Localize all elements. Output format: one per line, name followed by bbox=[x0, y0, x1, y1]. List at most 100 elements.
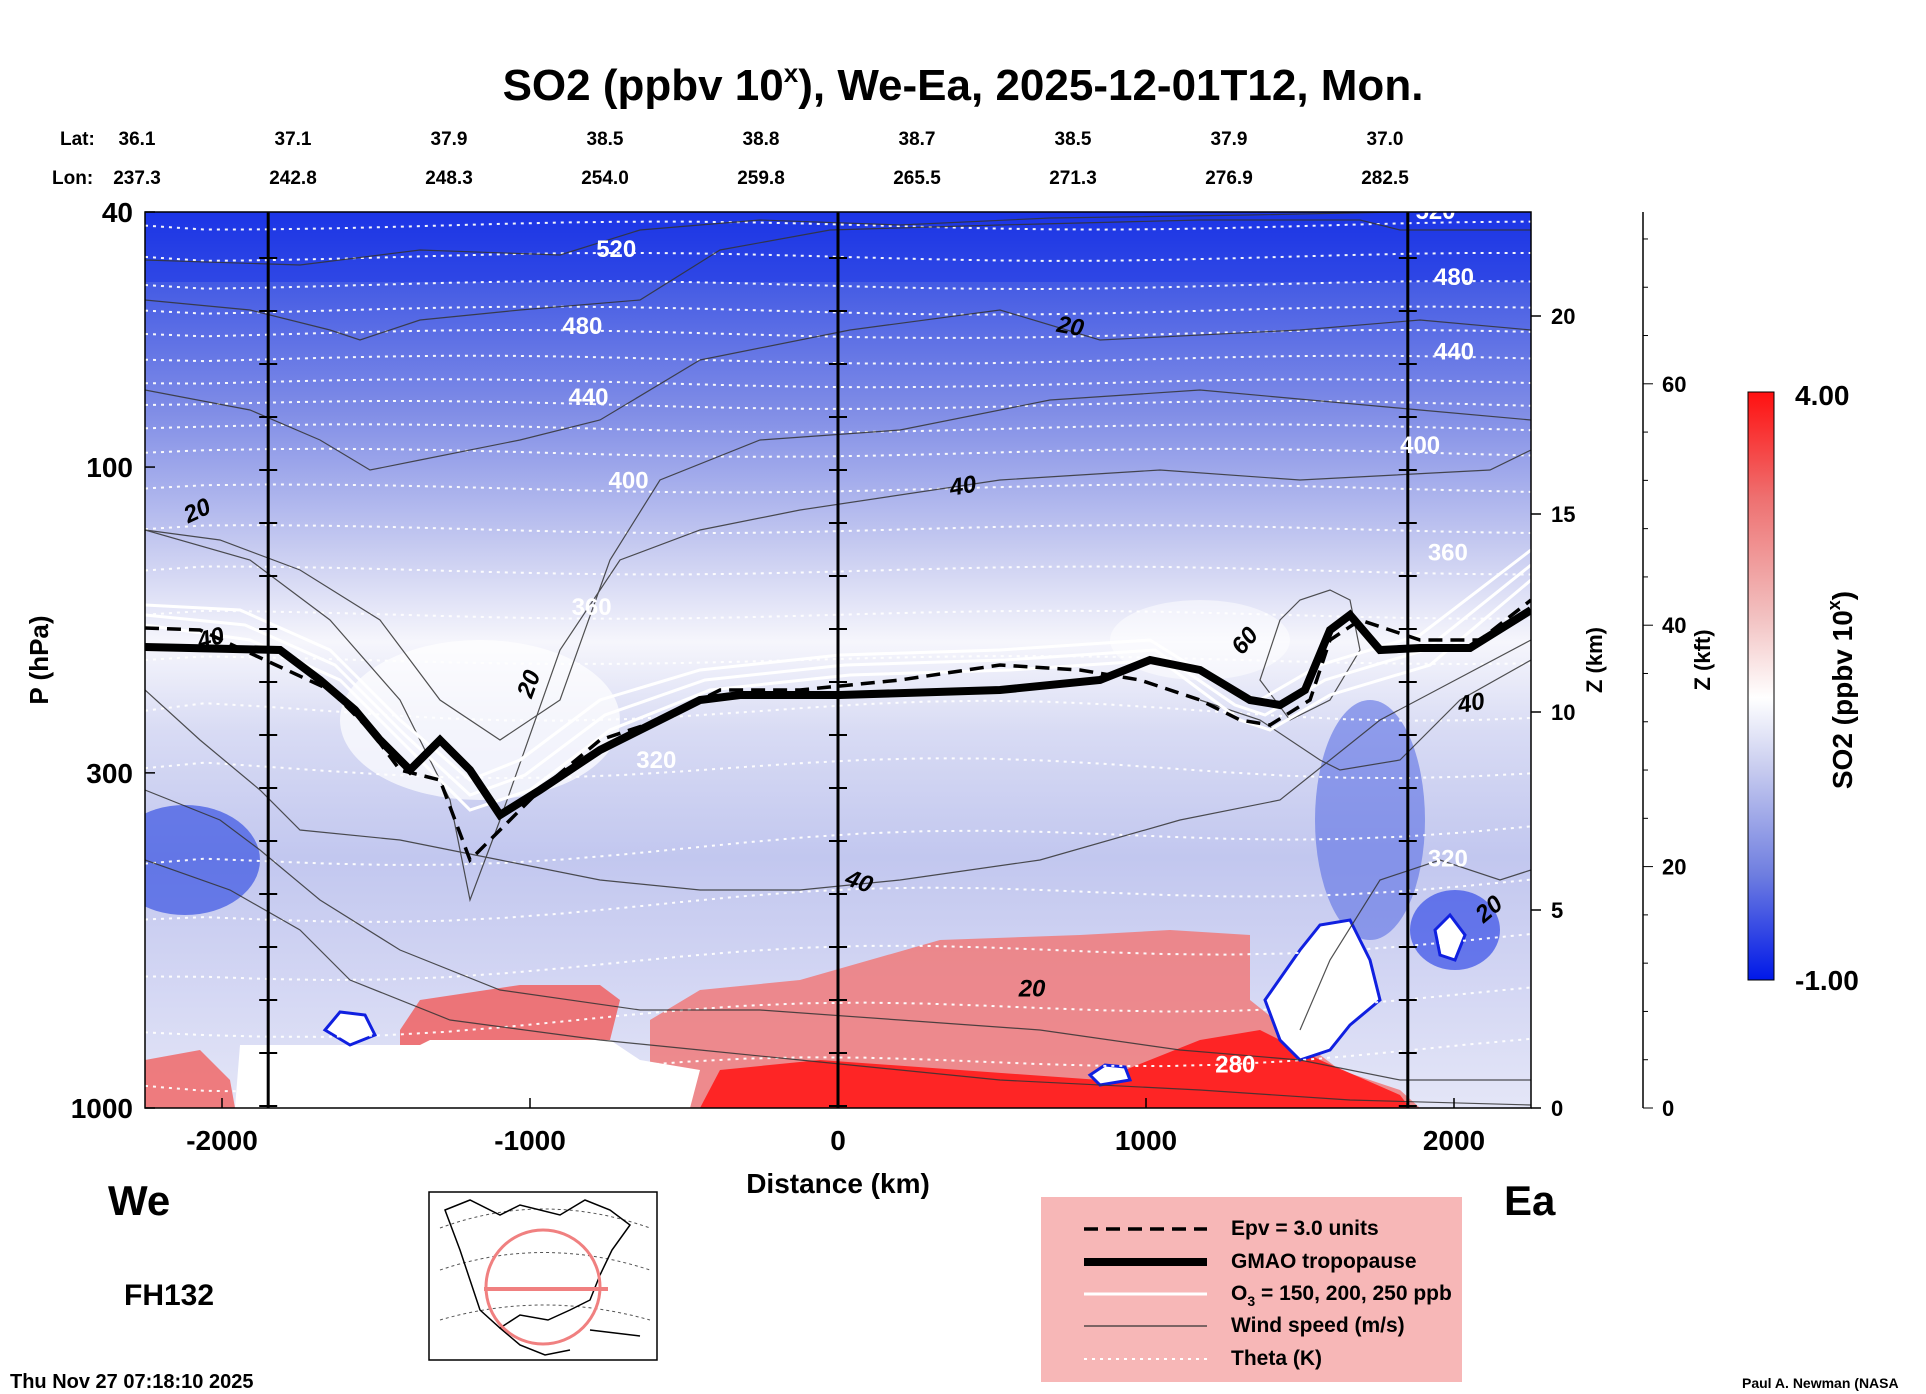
wind-speed-contour bbox=[145, 309, 1531, 471]
so2-red-region-west bbox=[400, 985, 620, 1045]
z-km-tick-label: 5 bbox=[1551, 898, 1563, 923]
inset-map-latitude-arc-3 bbox=[439, 1304, 651, 1321]
theta-label: 400 bbox=[609, 467, 649, 494]
z-km-axis-label: Z (km) bbox=[1582, 627, 1607, 693]
z-km-tick-label: 0 bbox=[1551, 1096, 1563, 1121]
wind-speed-contour bbox=[145, 219, 1531, 341]
lat-row-label: Lat: bbox=[60, 129, 95, 150]
wind-label: 40 bbox=[946, 470, 979, 502]
wind-speed-contour bbox=[145, 639, 1531, 891]
legend-label-tropopause: GMAO tropopause bbox=[1231, 1250, 1417, 1273]
z-kft-axis-label: Z (kft) bbox=[1690, 629, 1715, 690]
theta-contour bbox=[145, 354, 1531, 365]
colorbar bbox=[1747, 391, 1775, 981]
theta-labels: 520 480 440 400 360 320 520 480 440 400 360 320 280 bbox=[562, 212, 1474, 1078]
theta-label: 440 bbox=[568, 384, 608, 411]
y-tick-label: 300 bbox=[86, 758, 133, 789]
lon-value: 248.3 bbox=[425, 168, 473, 189]
lon-row-label: Lon: bbox=[52, 168, 93, 189]
theta-contour bbox=[145, 1037, 1531, 1093]
legend-label-ozone: O3 = 150, 200, 250 ppb bbox=[1231, 1282, 1452, 1309]
lat-value: 38.5 bbox=[1055, 129, 1092, 150]
theta-label: 480 bbox=[562, 313, 602, 340]
theta-contour bbox=[145, 757, 1531, 780]
so2-white-blob-east bbox=[1263, 918, 1382, 1062]
z-kft-axis: 0 20 40 60 bbox=[1642, 212, 1686, 1121]
wind-speed-contour bbox=[145, 859, 1531, 1106]
x-axis: -2000 -1000 0 1000 2000 bbox=[186, 1098, 1485, 1156]
theta-contour bbox=[145, 878, 1531, 923]
x-axis-label: Distance (km) bbox=[746, 1168, 930, 1199]
lat-value: 37.9 bbox=[1211, 129, 1248, 150]
theta-contour bbox=[145, 565, 1531, 576]
timestamp: Thu Nov 27 07:18:10 2025 bbox=[10, 1371, 253, 1393]
theta-contour bbox=[145, 305, 1531, 316]
lon-value: 276.9 bbox=[1205, 168, 1253, 189]
y-tick-label: 1000 bbox=[71, 1093, 133, 1124]
legend-label-epv: Epv = 3.0 units bbox=[1231, 1217, 1379, 1240]
lon-value: 259.8 bbox=[737, 168, 785, 189]
legend-label-theta: Theta (K) bbox=[1231, 1347, 1322, 1370]
inset-map-coastline-mexico bbox=[499, 1327, 571, 1356]
z-km-axis: 0 5 10 15 20 bbox=[1531, 304, 1575, 1121]
lat-value: 36.1 bbox=[119, 129, 156, 150]
lat-value: 37.9 bbox=[431, 129, 468, 150]
legend-label-wind: Wind speed (m/s) bbox=[1231, 1314, 1405, 1337]
wind-speed-contours bbox=[145, 212, 1531, 1106]
east-label: Ea bbox=[1504, 1177, 1556, 1224]
wind-speed-contour bbox=[145, 449, 1531, 903]
lon-value: 254.0 bbox=[581, 168, 629, 189]
theta-label: 320 bbox=[1428, 846, 1468, 873]
wind-label: 20 bbox=[1054, 311, 1087, 343]
lat-value: 37.1 bbox=[275, 129, 312, 150]
z-kft-tick-label: 40 bbox=[1662, 613, 1686, 638]
so2-white-blob-mid bbox=[1087, 1063, 1133, 1087]
vertical-marker-lines bbox=[259, 212, 1417, 1108]
lat-lon-labels: 36.1 37.1 37.9 38.5 38.8 38.7 38.5 37.9 37.0 237.… bbox=[113, 129, 1409, 189]
so2-blue-patch-west bbox=[145, 805, 260, 915]
credit: Paul A. Newman (NASA bbox=[1742, 1375, 1899, 1391]
theta-label: 400 bbox=[1400, 432, 1440, 459]
wind-label: 20 bbox=[1018, 976, 1046, 1003]
chart-title: SO2 (ppbv 10x), We-Ea, 2025-12-01T12, Mo… bbox=[503, 58, 1424, 110]
theta-label: 360 bbox=[1428, 540, 1468, 567]
colorbar-label: SO2 (ppbv 10x) bbox=[1824, 591, 1858, 789]
lat-value: 38.7 bbox=[899, 129, 936, 150]
plot-area: 520480440400360320520480440400360320280 … bbox=[145, 212, 1531, 1108]
theta-contour bbox=[145, 483, 1531, 494]
theta-label: 280 bbox=[1215, 1051, 1255, 1078]
ozone-line-150 bbox=[145, 548, 1531, 782]
inset-map-frame bbox=[428, 1191, 658, 1361]
y-axis: 40 100 300 1000 bbox=[71, 197, 155, 1124]
west-label: We bbox=[108, 1177, 170, 1224]
x-tick-label: 0 bbox=[830, 1125, 846, 1156]
theta-label: 480 bbox=[1434, 264, 1474, 291]
legend: Epv = 3.0 units GMAO tropopause O3 = 150… bbox=[1041, 1197, 1462, 1382]
lon-value: 282.5 bbox=[1361, 168, 1409, 189]
theta-contour bbox=[145, 447, 1531, 458]
surface-mask-west bbox=[235, 1040, 700, 1108]
theta-contour bbox=[145, 986, 1531, 1038]
theta-contour bbox=[145, 251, 1531, 262]
wind-speed-contour bbox=[145, 389, 1531, 741]
forecast-hour: FH132 bbox=[124, 1279, 214, 1312]
theta-contour bbox=[145, 825, 1531, 866]
theta-label: 320 bbox=[636, 747, 676, 774]
so2-white-blob-small bbox=[1433, 912, 1467, 962]
theta-contour bbox=[145, 220, 1531, 231]
x-tick-label: -2000 bbox=[186, 1125, 258, 1156]
ozone-line-250 bbox=[145, 578, 1531, 812]
wind-label: 40 bbox=[1455, 688, 1488, 720]
z-kft-tick-label: 60 bbox=[1662, 372, 1686, 397]
theta-contour bbox=[145, 399, 1531, 410]
wind-speed-contour bbox=[1199, 659, 1531, 771]
z-km-tick-label: 10 bbox=[1551, 700, 1575, 725]
z-km-tick-label: 20 bbox=[1551, 304, 1575, 329]
lon-value: 237.3 bbox=[113, 168, 161, 189]
wind-speed-contour bbox=[145, 212, 1401, 266]
inset-map-latitude-arc-2 bbox=[439, 1252, 651, 1271]
theta-contour bbox=[145, 933, 1531, 982]
theta-label: 520 bbox=[596, 236, 636, 263]
lat-value: 38.8 bbox=[743, 129, 780, 150]
